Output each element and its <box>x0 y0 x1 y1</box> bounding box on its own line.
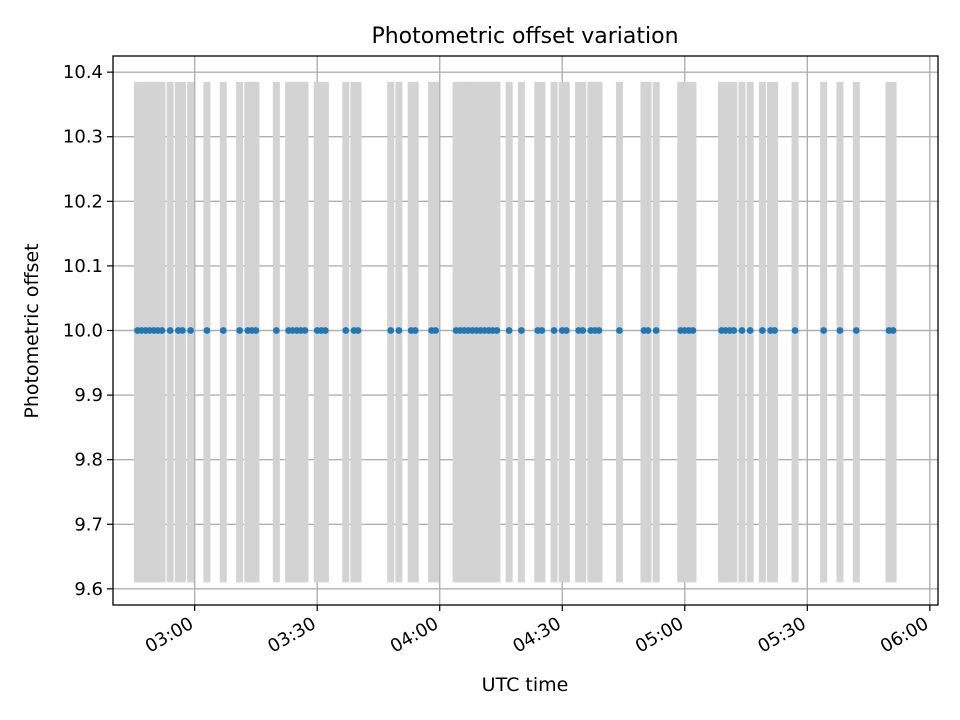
data-point <box>644 327 652 334</box>
data-point <box>321 327 329 334</box>
chart-title: Photometric offset variation <box>371 24 678 49</box>
data-point <box>179 327 186 334</box>
y-axis-label: Photometric offset <box>21 243 43 418</box>
y-tick-label: 10.0 <box>63 321 103 342</box>
data-point <box>538 327 546 334</box>
data-point <box>252 327 260 334</box>
x-tick-label: 03:00 <box>142 613 197 657</box>
data-point <box>387 327 395 334</box>
data-point <box>236 327 244 334</box>
data-point <box>505 327 513 334</box>
data-point <box>432 327 440 334</box>
x-tick-label: 05:30 <box>754 613 809 657</box>
x-axis-label: UTC time <box>482 674 569 696</box>
data-point <box>730 327 738 334</box>
data-point <box>738 327 746 334</box>
data-points <box>134 327 897 334</box>
x-tick-label: 06:00 <box>877 613 932 657</box>
x-tick-label: 04:00 <box>387 613 442 657</box>
y-tick-label: 10.4 <box>63 62 103 83</box>
y-tick-label: 10.2 <box>63 191 103 212</box>
x-tick-label: 05:00 <box>632 613 687 657</box>
data-point <box>550 327 558 334</box>
data-point <box>562 327 570 334</box>
y-tick-label: 9.7 <box>74 514 103 535</box>
data-point <box>746 327 754 334</box>
data-point <box>301 327 309 334</box>
data-point <box>820 327 828 334</box>
data-point <box>411 327 419 334</box>
y-tick-label: 10.1 <box>63 256 103 277</box>
data-point <box>791 327 799 334</box>
x-tick-label: 04:30 <box>509 613 564 657</box>
data-point <box>395 327 403 334</box>
data-point <box>203 327 211 334</box>
x-axis-ticks: 03:00 03:30 04:00 04:30 05:00 05:30 06:00 <box>142 605 932 657</box>
data-point <box>518 327 525 334</box>
data-point <box>158 327 166 334</box>
data-point <box>166 327 174 334</box>
data-point <box>689 327 697 334</box>
data-point <box>889 327 897 334</box>
data-point <box>652 327 660 334</box>
data-point <box>493 327 501 334</box>
y-axis-ticks: 9.6 9.7 9.8 9.9 10.0 10.1 10.2 10.3 10.4 <box>63 62 113 600</box>
data-point <box>342 327 350 334</box>
data-point <box>187 327 194 334</box>
y-tick-label: 10.3 <box>63 127 103 148</box>
y-tick-label: 9.6 <box>74 579 103 600</box>
x-tick-label: 03:30 <box>264 613 319 657</box>
data-point <box>758 327 766 334</box>
data-point <box>771 327 779 334</box>
data-point <box>616 327 623 334</box>
data-point <box>595 327 603 334</box>
data-point <box>852 327 860 334</box>
data-point <box>219 327 227 334</box>
y-tick-label: 9.9 <box>74 385 103 406</box>
data-point <box>836 327 844 334</box>
y-tick-label: 9.8 <box>74 450 103 471</box>
data-point <box>272 327 280 334</box>
data-point <box>354 327 362 334</box>
data-point <box>579 327 587 334</box>
